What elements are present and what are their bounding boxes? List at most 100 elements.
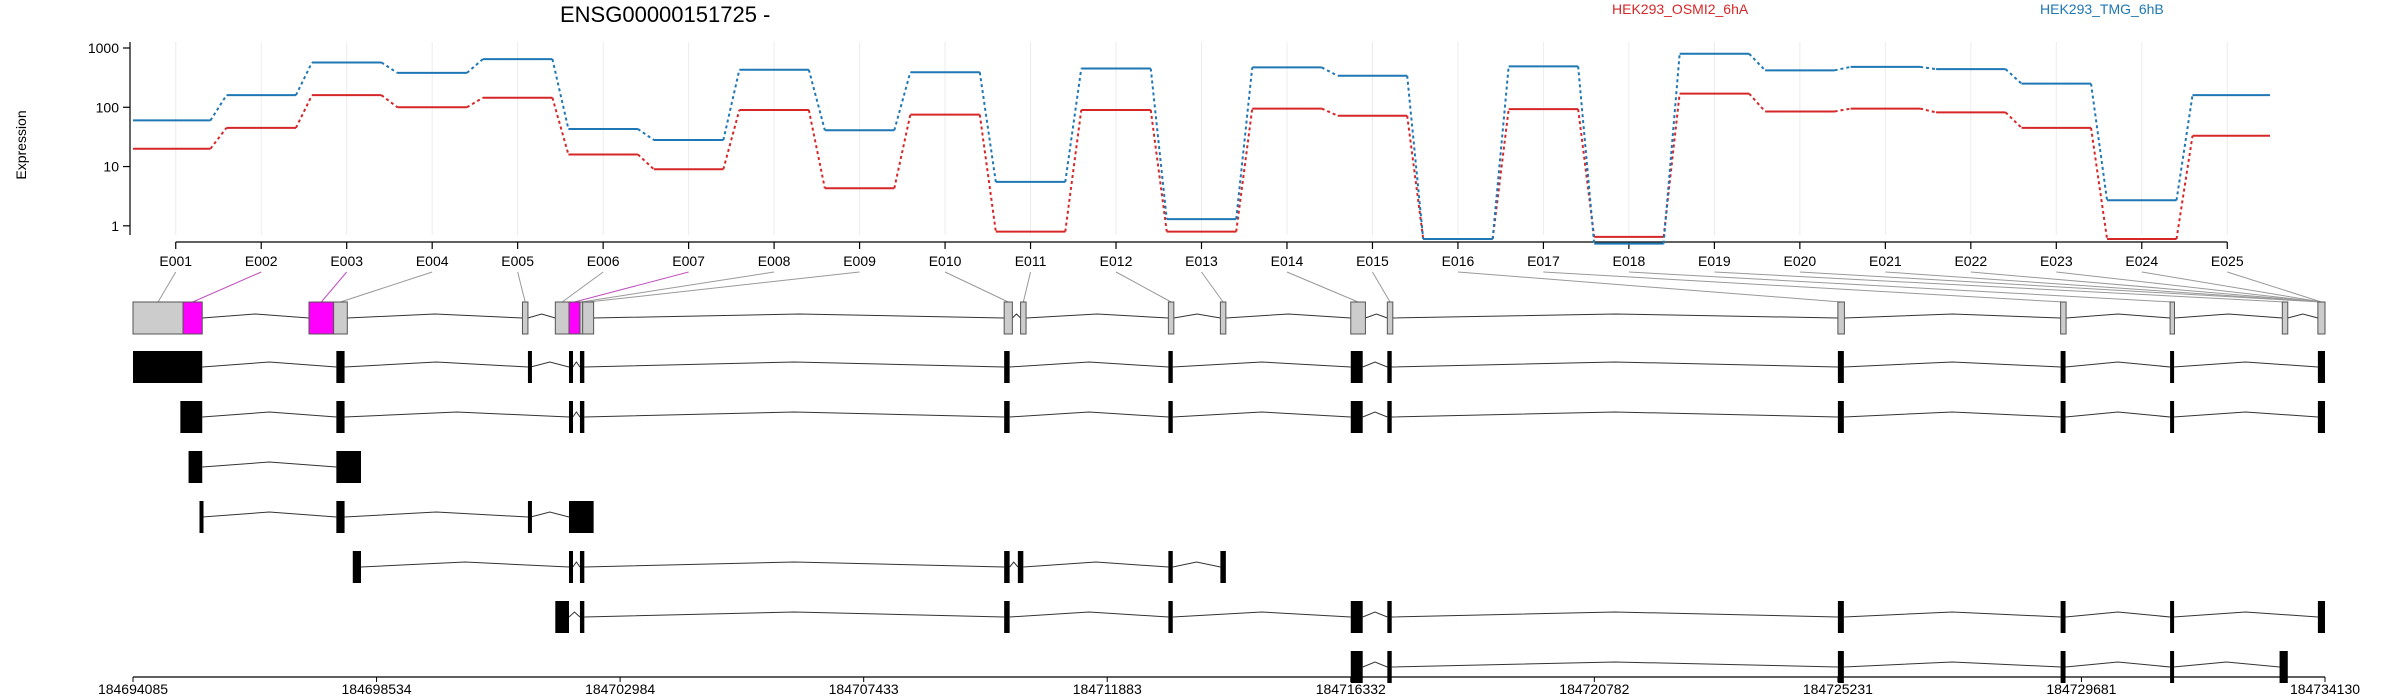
exon-segment [333,301,348,335]
exon-block [1350,351,1363,383]
chart-title: ENSG00000151725 - [560,2,770,27]
exon-segment [1003,301,1013,335]
exon-block [1387,351,1392,383]
exon-block [2170,601,2175,633]
connector-line [1115,271,1172,303]
exon-block [188,451,203,483]
connector-line [561,271,604,303]
transcript-row [555,601,2325,633]
intron-line [584,611,1005,618]
connector-line [1372,271,1391,303]
x-axis-exons: E001 E002 E003 E004 E005 E006 E007 E008 E009 E010… [159,241,2244,269]
genomic-tick-label: 184702984 [585,681,655,697]
series-transition [295,94,313,129]
series-transition [637,153,655,170]
exon-block [1837,351,1844,383]
intron-line [568,611,581,618]
connector-line [2227,271,2322,303]
intron-line [1026,313,1169,319]
exon-block [1004,601,1010,633]
intron-line [572,561,581,568]
transcript-row [352,551,1226,583]
x-tick-label: E014 [1271,253,1304,269]
intron-line [2065,361,2171,368]
intron-line [344,511,528,518]
x-tick-label: E011 [1015,253,1047,269]
exon-block [2317,401,2325,433]
exon-segment [132,301,184,335]
exon-block [1350,601,1363,633]
exon-block [1387,651,1392,683]
intron-line [1172,411,1351,418]
intron-line [572,411,581,418]
series-transition [1064,68,1083,183]
exon-segment [1837,301,1845,335]
intron-line [1843,661,2061,668]
intron-line [344,411,570,418]
series-lines [133,52,2270,245]
y-axis-label: Expression [13,110,29,179]
exon-block [1004,351,1010,383]
intron-line [584,361,1005,368]
intron-line [1009,361,1169,368]
x-tick-label: E012 [1100,253,1133,269]
x-tick-label: E005 [501,253,534,269]
x-tick-label: E023 [2040,253,2073,269]
series-transition [807,109,826,189]
series-transition [978,114,997,232]
transcript-row [133,351,2325,383]
y-tick-label: 100 [96,99,120,115]
transcript-models [133,351,2325,683]
intron-line [2287,313,2319,319]
connector-line [1457,271,1842,303]
series-transition [209,94,228,121]
transcript-row [1350,651,2288,683]
exon-block [1004,401,1010,433]
exon-block [133,351,203,383]
connector-line [1543,271,2064,303]
connector-line [1714,271,2286,303]
x-tick-label: E006 [587,253,620,269]
intron-line [202,461,337,468]
exon-block [568,551,573,583]
exon-block [336,401,345,433]
series-transition [2004,68,2023,85]
connector-line [1885,271,2322,303]
genomic-tick-label: 184694085 [98,681,168,697]
series-HEK293_TMG_6hB [133,52,2270,245]
series-transition [1748,53,1766,72]
series-transition [1235,108,1254,232]
intron-line [1009,411,1169,418]
exon-block [1350,651,1363,683]
series-transition [380,94,399,109]
exon-segment [2169,301,2175,335]
intron-line [1391,661,1838,668]
exon-block [579,401,585,433]
series-transition [466,96,484,109]
exon-segment [1350,301,1366,335]
intron-line [584,411,1005,418]
intron-line [2065,611,2171,618]
connector-line [1628,271,2173,303]
series-transition [1149,109,1168,232]
series-transition [466,58,484,74]
legend-label-osmi2: HEK293_OSMI2_6hA [1612,1,1749,17]
x-tick-label: E001 [159,253,192,269]
series-transition [2175,135,2194,240]
transcript-row [188,451,361,483]
exon-block [555,601,569,633]
intron-line [1225,313,1351,319]
y-tick-label: 10 [103,159,119,175]
genomic-tick-label: 184698534 [342,681,412,697]
series-transition [1919,107,1937,114]
exon-block [180,401,203,433]
intron-line [527,313,556,319]
exon-block [568,401,573,433]
intron-line [593,313,1005,319]
series-transition [1748,92,1766,113]
exon-block [579,601,585,633]
genomic-tick-label: 184734130 [2290,681,2360,697]
intron-line [1843,411,2061,418]
exon-block [1837,651,1844,683]
